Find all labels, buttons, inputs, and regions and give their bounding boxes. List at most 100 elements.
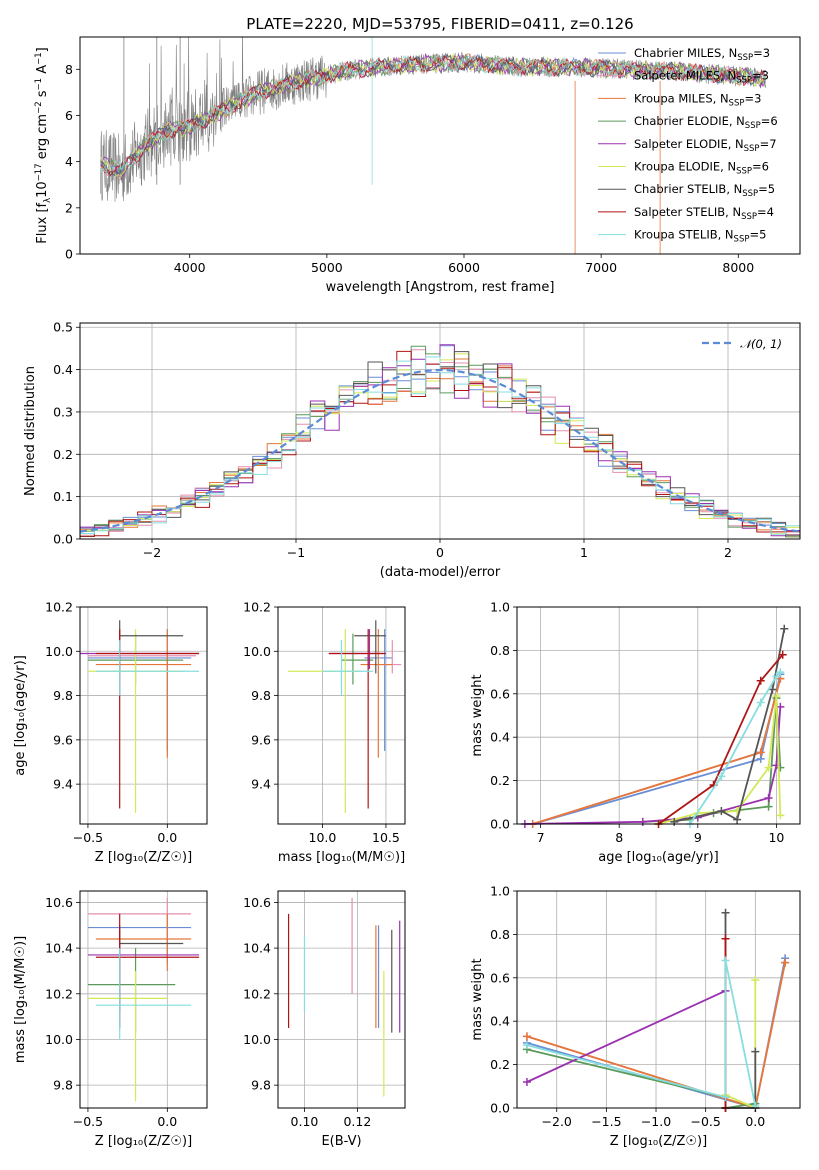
y-tick-label: 4 (65, 154, 73, 169)
point-salpeter-elodie (522, 1077, 531, 1086)
point-chabrier-stelib (733, 815, 742, 824)
y-tick-label: 0.6 (490, 970, 510, 985)
y-tick-label: 10.0 (45, 1032, 73, 1047)
x-tick-label: 9 (694, 830, 702, 845)
x-tick-label: 10 (768, 830, 784, 845)
point-salpeter-elodie (776, 702, 785, 711)
legend-label-chabrier-stelib: Chabrier STELIB, NSSP=5 (634, 182, 775, 199)
y-tick-label: 0.8 (490, 643, 510, 658)
plot-frame (79, 606, 208, 825)
y-tick-label: 10.0 (243, 1032, 271, 1047)
mass-vs-metallicity-panel: −0.5 0.0 9.8 10.0 10.2 10.4 10.6 Z [log₁₀(Z/Z☉)… (13, 890, 208, 1149)
x-tick-label: −2 (143, 545, 161, 560)
y-tick-label: 8 (65, 62, 73, 77)
legend-label-salpeter-miles: Salpeter MILES, NSSP=3 (634, 69, 769, 86)
x-tick-label: −0.5 (73, 1114, 103, 1129)
legend-label-normal: 𝒩(0, 1) (740, 337, 782, 351)
y-tick-label: 0.2 (490, 1057, 510, 1072)
mass-weight-vs-metallicity-panel: −2.0 −1.5 −1.0 −0.5 0.0 0.0 0.2 0.4 0.6 0.8 1.0 Z [… (470, 884, 801, 1149)
point-salpeter-stelib (721, 934, 730, 943)
y-tick-label: 0.0 (490, 1101, 510, 1116)
x-axis-label: age [log₁₀(age/yr)] (598, 850, 719, 865)
plot-frame (516, 606, 801, 825)
x-tick-label: −0.5 (73, 830, 103, 845)
legend-label-kroupa-stelib: Kroupa STELIB, NSSP=5 (634, 228, 766, 245)
y-tick-label: 0 (65, 247, 73, 262)
point-kroupa-stelib (522, 1041, 531, 1050)
point-kroupa-elodie (772, 691, 781, 700)
line-kroupa-stelib (689, 671, 781, 825)
x-tick-label: 5000 (311, 260, 343, 275)
point-kroupa-elodie (764, 763, 773, 772)
point-kroupa-elodie (751, 975, 760, 984)
x-axis-label: Z [log₁₀(Z/Z☉)] (95, 1134, 192, 1149)
point-kroupa-stelib (717, 772, 726, 781)
point-salpeter-elodie (638, 817, 647, 826)
legend-label-salpeter-elodie: Salpeter ELODIE, NSSP=7 (634, 137, 777, 154)
mass-vs-ebv-panel: 0.10 0.12 9.8 10.0 10.2 10.4 10.6 E(B-V) (243, 890, 406, 1149)
plot-frame (516, 890, 801, 1109)
y-tick-label: 1.0 (490, 600, 510, 615)
point-chabrier-stelib (780, 624, 789, 633)
legend-label-chabrier-elodie: Chabrier ELODIE, NSSP=6 (634, 114, 778, 131)
y-tick-label: 0.3 (53, 404, 73, 419)
x-axis-label: Z [log₁₀(Z/Z☉)] (95, 850, 192, 865)
x-tick-label: 0.0 (745, 1114, 765, 1129)
x-tick-label: 0.0 (157, 830, 177, 845)
y-tick-label: 10.4 (45, 941, 73, 956)
line-salpeter-elodie (524, 706, 782, 825)
y-tick-label: 0.4 (490, 1014, 510, 1029)
x-tick-label: −1.0 (641, 1114, 671, 1129)
legend-label-salpeter-stelib: Salpeter STELIB, NSSP=4 (634, 205, 774, 222)
plot-frame (79, 890, 208, 1109)
histogram-steps (80, 344, 800, 538)
y-tick-label: 9.8 (53, 688, 73, 703)
x-tick-label: −1 (287, 545, 305, 560)
age-vs-metallicity-panel: −0.5 0.0 9.4 9.6 9.8 10.0 10.2 Z [log₁₀(Z/Z☉)] a… (13, 600, 208, 865)
plot-frame (277, 890, 406, 1109)
x-tick-label: 0.10 (291, 1114, 319, 1129)
y-tick-label: 0.6 (490, 686, 510, 701)
normal-distribution-curve (80, 368, 800, 533)
point-kroupa-miles (756, 748, 765, 757)
x-tick-label: −0.5 (690, 1114, 720, 1129)
line-kroupa-elodie (658, 695, 782, 825)
y-tick-label: 10.0 (45, 644, 73, 659)
y-tick-label: 9.6 (251, 732, 271, 747)
point-salpeter-elodie (764, 793, 773, 802)
y-axis-label: Flux [fλ10−17 erg cm−2 s−1 A−1] (34, 47, 53, 243)
spectrum-title: PLATE=2220, MJD=53795, FIBERID=0411, z=0… (246, 15, 633, 33)
mass-weight-vs-age-panel: 7 8 9 10 0.0 0.2 0.4 0.6 0.8 1.0 age [log₁₀(age/yr… (470, 600, 801, 865)
histogram-kroupa-stelib (80, 356, 800, 535)
y-tick-label: 0.1 (53, 489, 73, 504)
line-kroupa-stelib (526, 960, 757, 1106)
legend-label-chabrier-miles: Chabrier MILES, NSSP=3 (634, 46, 770, 63)
y-tick-label: 0.0 (490, 817, 510, 832)
point-kroupa-miles (522, 1032, 531, 1041)
point-chabrier-stelib (717, 806, 726, 815)
x-tick-label: −1.5 (591, 1114, 621, 1129)
point-kroupa-stelib (756, 698, 765, 707)
spectrum-panel: 4000 5000 6000 7000 8000 0 2 4 6 8 wavelength [Ang… (34, 36, 801, 295)
y-tick-label: 10.2 (45, 986, 73, 1001)
x-axis-label: Z [log₁₀(Z/Z☉)] (610, 1134, 707, 1149)
x-tick-label: 0 (436, 545, 444, 560)
y-tick-label: 0.5 (53, 320, 73, 335)
point-chabrier-elodie (764, 802, 773, 811)
y-tick-label: 1.0 (490, 884, 510, 899)
point-kroupa-stelib (721, 956, 730, 965)
y-tick-label: 10.0 (243, 644, 271, 659)
point-kroupa-stelib (776, 668, 785, 677)
x-tick-label: −2.0 (542, 1114, 572, 1129)
y-tick-label: 9.4 (251, 777, 271, 792)
point-kroupa-stelib (721, 1093, 730, 1102)
x-tick-label: 8 (615, 830, 623, 845)
y-tick-label: 0.0 (53, 532, 73, 547)
y-tick-label: 9.6 (53, 732, 73, 747)
y-tick-label: 10.2 (243, 600, 271, 615)
point-salpeter-stelib (778, 650, 787, 659)
x-tick-label: 0.12 (343, 1114, 371, 1129)
y-tick-label: 9.8 (251, 1078, 271, 1093)
x-axis-label: E(B-V) (321, 1134, 361, 1149)
